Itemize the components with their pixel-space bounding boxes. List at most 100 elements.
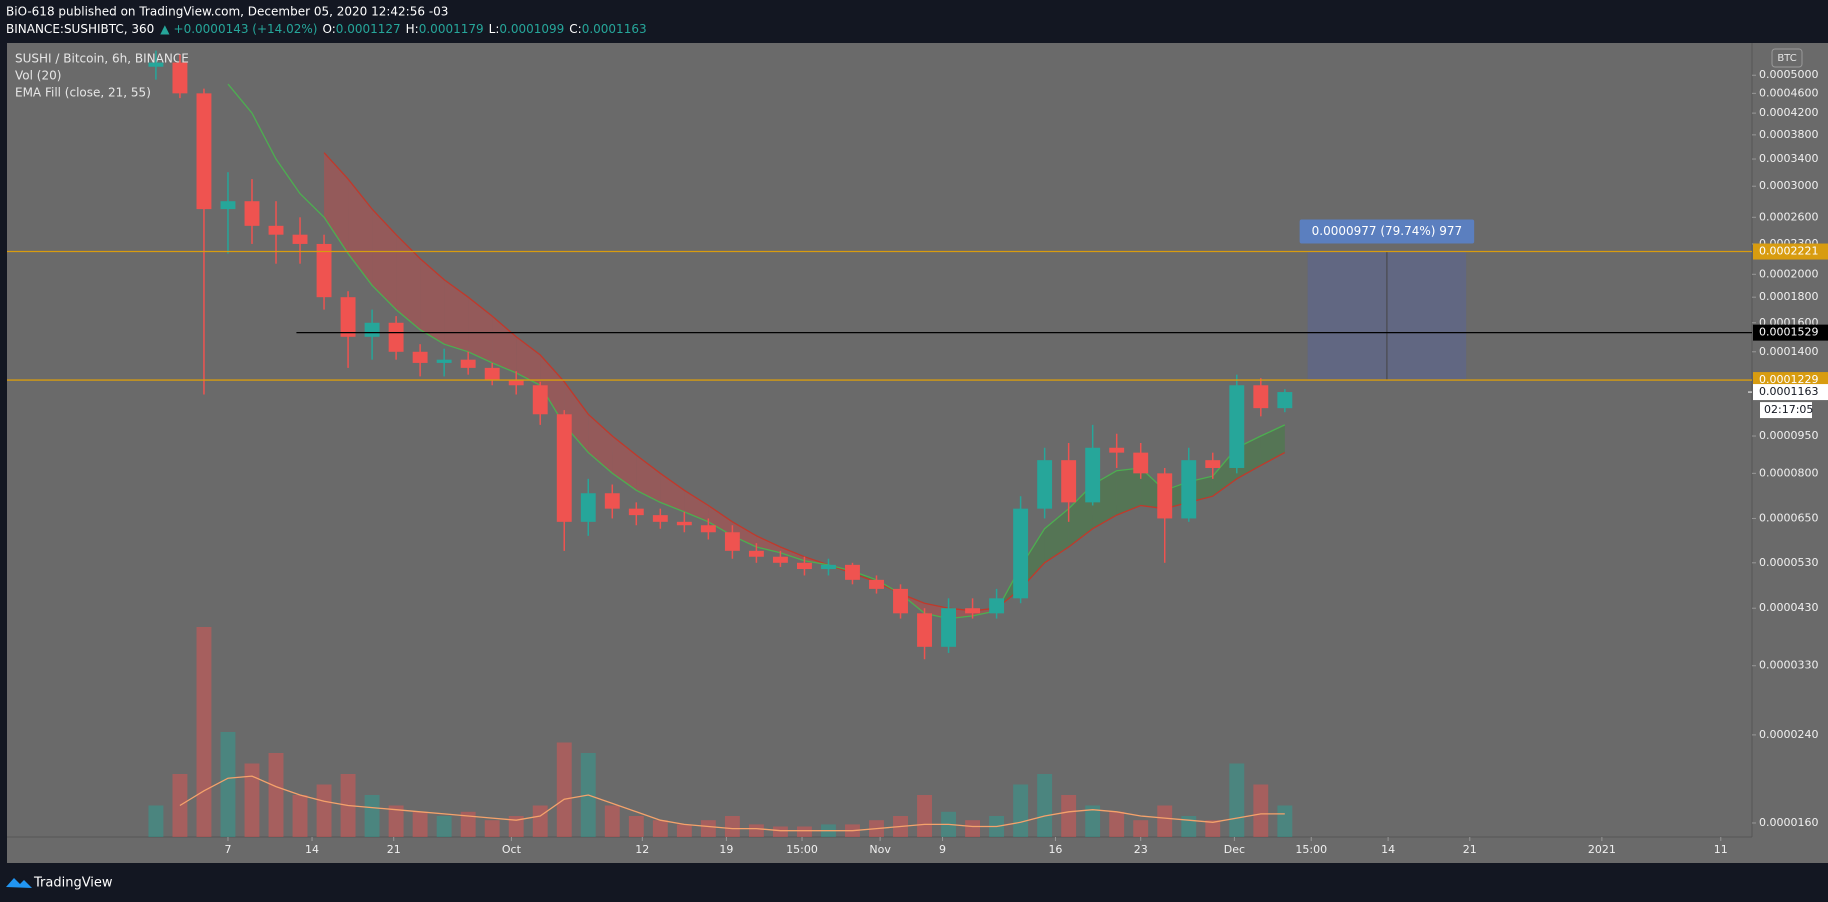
chart-title: SUSHI / Bitcoin, 6h, BINANCE <box>15 52 189 66</box>
last-price-box <box>1753 384 1828 401</box>
volume-bar <box>628 816 644 837</box>
candle-body <box>989 598 1005 614</box>
y-tick-label: 0.0003000 <box>1759 179 1819 192</box>
ema-fill <box>660 473 685 512</box>
y-tick-label: 0.0004200 <box>1759 106 1819 119</box>
last-price-label: 0.0001163 <box>1759 385 1819 398</box>
volume-ma-line <box>179 775 1285 832</box>
volume-bar <box>748 824 764 837</box>
y-tick-label: 0.0000950 <box>1759 429 1819 442</box>
candle-body <box>1277 392 1293 409</box>
candle-body <box>580 493 596 522</box>
plot <box>148 50 1467 837</box>
candle-body <box>196 93 212 210</box>
candle-body <box>364 322 380 337</box>
candle-body <box>869 579 884 589</box>
ema-fill <box>468 297 493 363</box>
ema-fill <box>780 546 805 561</box>
indicator-label: EMA Fill (close, 21, 55) <box>15 86 151 100</box>
y-tick-label: 0.0003800 <box>1759 128 1819 141</box>
volume-bar <box>244 763 260 837</box>
measure-label: 0.0000977 (79.74%) 977 <box>1312 224 1463 238</box>
volume-bar <box>436 816 452 837</box>
published-line: BiO-618 published on TradingView.com, De… <box>6 5 448 19</box>
measure-label-box <box>1299 219 1475 244</box>
countdown-label: 02:17:05 <box>1764 403 1813 416</box>
candle-body <box>556 414 572 522</box>
candle-body <box>700 525 716 533</box>
y-tick-label: 0.0000160 <box>1759 816 1819 829</box>
volume-bar <box>316 784 332 837</box>
ema-fill <box>540 354 565 425</box>
currency-button[interactable] <box>1771 48 1803 68</box>
candle-body <box>724 532 740 551</box>
ema-fill <box>564 381 589 453</box>
ohlc-key: O: <box>322 22 335 36</box>
ema-fill <box>756 535 781 553</box>
candle-body <box>268 225 284 235</box>
candle-body <box>316 243 332 298</box>
volume-bar <box>1085 805 1101 837</box>
ema-fill <box>636 455 661 503</box>
x-tick-label: 11 <box>1714 843 1728 856</box>
ema-fill <box>516 336 541 386</box>
volume-bar <box>268 753 284 837</box>
candle-body <box>1205 460 1221 468</box>
candle-body <box>484 367 500 380</box>
ema-fill <box>324 152 349 254</box>
y-tick-label: 0.0001800 <box>1759 290 1819 303</box>
x-tick-label: 19 <box>719 843 733 856</box>
y-tick-label: 0.0000430 <box>1759 601 1819 614</box>
x-tick-label: 9 <box>939 843 946 856</box>
volume-bar <box>1157 805 1173 837</box>
change: +0.0000143 (+14.02%) <box>174 22 318 36</box>
volume-bar <box>508 816 524 837</box>
x-tick-label: 21 <box>387 843 401 856</box>
candle-body <box>1181 460 1197 519</box>
candle-body <box>748 550 764 557</box>
candle-body <box>244 201 260 226</box>
ohlc-key: H: <box>406 22 419 36</box>
countdown-box <box>1760 402 1812 419</box>
ema-fill <box>396 234 421 330</box>
ema-fill <box>612 436 637 491</box>
candle-body <box>436 359 452 363</box>
candle-body <box>604 493 620 509</box>
ema-fill <box>732 521 757 547</box>
ohlc-value: 0.0001127 <box>336 22 401 36</box>
candle-body <box>1133 452 1149 474</box>
y-tick-label: 0.0003400 <box>1759 152 1819 165</box>
x-tick-label: Dec <box>1224 843 1245 856</box>
candle-body <box>460 359 476 368</box>
level-price-label: 0.0002221 <box>1759 245 1819 258</box>
ema-fill <box>1044 508 1069 563</box>
y-tick-label: 0.0005000 <box>1759 68 1819 81</box>
candle-body <box>941 608 957 647</box>
ema-fill <box>420 258 445 345</box>
level-price-box <box>1753 324 1828 341</box>
volume-bar <box>460 811 476 837</box>
x-tick-label: 16 <box>1048 843 1062 856</box>
volume-bar <box>388 805 404 837</box>
x-tick-label: 15:00 <box>1295 843 1327 856</box>
x-tick-label: 23 <box>1134 843 1148 856</box>
ohlc-value: 0.0001179 <box>419 22 484 36</box>
x-tick-label: 7 <box>224 843 231 856</box>
candle-body <box>508 379 524 386</box>
currency-label[interactable]: BTC <box>1777 53 1796 64</box>
x-tick-label: Oct <box>502 843 522 856</box>
volume-bar <box>484 820 500 837</box>
y-tick-label: 0.0000530 <box>1759 556 1819 569</box>
candle-body <box>1109 447 1125 453</box>
volume-bar <box>917 795 932 837</box>
candle-body <box>628 508 644 516</box>
volume-bar <box>1109 811 1125 837</box>
change-arrow: ▲ <box>160 22 170 36</box>
candle-body <box>220 201 236 210</box>
x-tick-label: 14 <box>1381 843 1395 856</box>
y-tick-label: 0.0002600 <box>1759 210 1819 223</box>
y-tick-label: 0.0004600 <box>1759 86 1819 99</box>
volume-bar <box>1205 820 1221 837</box>
plot-area <box>7 43 1752 837</box>
